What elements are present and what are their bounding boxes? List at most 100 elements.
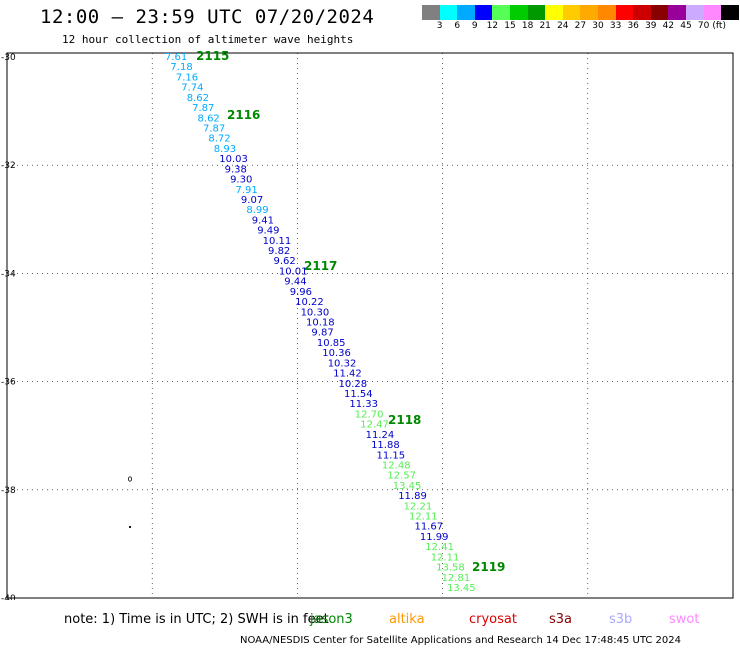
legend-swatch — [474, 5, 493, 20]
legend-swatch — [457, 5, 475, 20]
wave-height-label: 12.47 — [360, 420, 389, 431]
legend-label: 24 — [557, 21, 569, 31]
wave-height-label: 13.45 — [393, 481, 422, 492]
wave-height-label: 7.87 — [192, 103, 214, 114]
wave-height-label: 10.28 — [339, 379, 368, 390]
legend-label: 18 — [521, 21, 534, 31]
legend-label: 42 — [662, 21, 675, 31]
wave-height-label: 10.32 — [328, 358, 357, 369]
wave-height-label: 11.89 — [398, 491, 427, 502]
wave-height-label: 10.03 — [219, 154, 248, 165]
legend-swatch — [633, 5, 651, 20]
satellite-label: cryosat — [469, 612, 517, 627]
wave-height-label: 8.62 — [198, 113, 220, 124]
legend-label: 12 — [486, 21, 499, 31]
wave-height-label: 7.16 — [176, 72, 198, 83]
wave-height-label: 12.21 — [404, 501, 433, 512]
y-tick-label: -40 — [1, 594, 16, 600]
satellite-label: swot — [669, 612, 700, 627]
wave-height-label: 8.62 — [187, 93, 209, 104]
pass-number-label: 2118 — [388, 413, 421, 427]
wave-height-label: 12.11 — [409, 512, 438, 523]
wave-height-label: 11.99 — [420, 532, 449, 543]
wave-height-label: 10.11 — [263, 236, 292, 247]
wave-height-label: 7.18 — [170, 62, 192, 73]
legend-swatch — [721, 5, 739, 20]
wave-height-label: 12.48 — [382, 460, 411, 471]
pass-number-label: 2116 — [227, 108, 260, 122]
wave-height-label: 10.36 — [322, 348, 351, 359]
legend-label: 3 — [436, 21, 443, 31]
wave-height-label: 11.42 — [333, 369, 362, 380]
legend-label: 36 — [627, 21, 639, 31]
legend-label: 21 — [539, 21, 551, 31]
wave-height-label: 7.61 — [165, 52, 187, 63]
page-subtitle: 12 hour collection of altimeter wave hei… — [62, 33, 354, 46]
legend-swatch — [650, 5, 669, 20]
wave-height-label: 9.07 — [241, 195, 263, 206]
wave-height-label: 13.58 — [436, 563, 465, 574]
wave-height-label: 9.38 — [225, 164, 247, 175]
satellite-label: altika — [389, 612, 425, 627]
wave-height-label: 10.01 — [279, 266, 308, 277]
legend-swatch — [615, 5, 634, 20]
wave-height-label: 7.87 — [203, 123, 225, 134]
wave-height-label: 11.15 — [377, 450, 406, 461]
wave-height-label: 11.54 — [344, 389, 373, 400]
satellite-label: jason3 — [310, 612, 353, 627]
page-title: 12:00 – 23:59 UTC 07/20/2024 — [40, 6, 375, 28]
wave-height-label: 9.44 — [284, 277, 306, 288]
credit-line: NOAA/NESDIS Center for Satellite Applica… — [240, 635, 682, 646]
note-text: note: 1) Time is in UTC; 2) SWH is in fe… — [64, 612, 329, 627]
legend-swatch — [580, 5, 598, 20]
legend-swatch — [509, 5, 528, 20]
legend-swatch — [422, 5, 440, 20]
pass-number-label: 2119 — [472, 560, 505, 574]
wave-height-label: 10.30 — [301, 307, 330, 318]
wave-height-label: 10.22 — [295, 297, 324, 308]
legend-swatch — [668, 5, 686, 20]
wave-height-label: 9.82 — [268, 246, 290, 257]
wave-height-label: 10.18 — [306, 318, 335, 329]
y-tick-label: -36 — [1, 378, 16, 388]
wave-height-label: 12.81 — [442, 573, 471, 584]
legend-swatch — [597, 5, 616, 20]
wave-height-map: 757881848790-30-32-34-36-38-407.617.187.… — [1, 49, 734, 600]
wave-height-label: 8.93 — [214, 144, 236, 155]
wave-height-label: 10.85 — [317, 338, 346, 349]
legend-label: 45 — [680, 21, 692, 31]
legend-swatch — [562, 5, 581, 20]
island-mark — [128, 525, 132, 529]
wave-height-label: 11.24 — [366, 430, 395, 441]
legend-swatch — [685, 5, 704, 20]
legend-label: 30 — [592, 21, 604, 31]
legend-swatch — [439, 5, 458, 20]
y-tick-label: -34 — [1, 269, 16, 279]
wave-height-label: 8.99 — [246, 205, 268, 216]
wave-height-label: 11.67 — [414, 522, 443, 533]
wave-height-label: 9.30 — [230, 175, 252, 186]
wave-height-label: 12.57 — [387, 471, 416, 482]
wave-height-label: 12.41 — [425, 542, 454, 553]
legend-label: 70 — [697, 21, 710, 31]
wave-height-label: 9.62 — [273, 256, 295, 267]
pass-number-label: 2117 — [304, 259, 337, 273]
wave-height-label: 9.96 — [290, 287, 312, 298]
pass-number-label: 2115 — [196, 49, 229, 63]
y-tick-label: -38 — [1, 486, 16, 496]
legend-swatch — [703, 5, 722, 20]
wave-height-label: 8.72 — [208, 134, 230, 145]
wave-height-label: 11.33 — [349, 399, 378, 410]
satellite-label: s3a — [549, 612, 573, 627]
wave-height-label: 11.88 — [371, 440, 400, 451]
legend-label: 6 — [454, 21, 461, 31]
legend-label: (ft) — [712, 21, 726, 31]
wave-height-label: 12.11 — [431, 552, 460, 563]
legend-label: 33 — [609, 21, 622, 31]
wave-height-label: 7.91 — [236, 185, 258, 196]
wave-height-label: 9.49 — [257, 226, 279, 237]
legend-label: 27 — [574, 21, 587, 31]
legend-swatch — [545, 5, 563, 20]
legend-label: 39 — [645, 21, 657, 31]
legend-swatch — [527, 5, 546, 20]
